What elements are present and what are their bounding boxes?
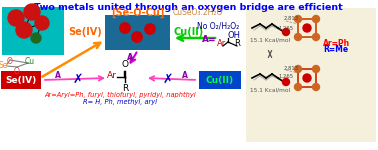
Text: O: O	[14, 67, 20, 76]
Circle shape	[294, 66, 302, 72]
Circle shape	[313, 33, 319, 41]
Circle shape	[313, 15, 319, 22]
Text: R: R	[234, 39, 240, 48]
FancyBboxPatch shape	[105, 15, 170, 50]
Circle shape	[313, 84, 319, 90]
Text: A: A	[127, 52, 133, 62]
Text: A: A	[55, 72, 61, 81]
FancyBboxPatch shape	[1, 71, 41, 89]
Circle shape	[294, 33, 302, 41]
Text: Se(IV): Se(IV)	[68, 27, 102, 37]
Text: 15.1 Kcal/mol: 15.1 Kcal/mol	[250, 88, 290, 93]
Circle shape	[282, 28, 290, 36]
Circle shape	[144, 24, 155, 34]
Text: O: O	[7, 57, 13, 66]
Text: 1.265: 1.265	[279, 26, 294, 30]
Text: R=Me: R=Me	[323, 45, 348, 54]
Text: Cu: Cu	[25, 57, 35, 66]
FancyBboxPatch shape	[2, 7, 64, 55]
Text: 1.265: 1.265	[279, 75, 294, 80]
Text: R= H, Ph, methyl, aryl: R= H, Ph, methyl, aryl	[83, 99, 157, 105]
Text: Cu(II): Cu(II)	[173, 27, 203, 37]
Text: 2.813: 2.813	[284, 66, 299, 70]
Circle shape	[282, 78, 290, 86]
Circle shape	[294, 15, 302, 22]
Text: CuSeO₃.2H₂O: CuSeO₃.2H₂O	[173, 8, 223, 17]
Circle shape	[294, 84, 302, 90]
Text: 15.1 Kcal/mol: 15.1 Kcal/mol	[250, 37, 290, 42]
Text: Ar: Ar	[217, 39, 227, 48]
FancyBboxPatch shape	[105, 15, 170, 50]
Circle shape	[24, 4, 40, 20]
Text: Se(IV): Se(IV)	[5, 75, 37, 84]
FancyBboxPatch shape	[199, 71, 241, 89]
Text: 2.813: 2.813	[284, 15, 299, 21]
Text: A=: A=	[202, 36, 217, 45]
Circle shape	[16, 22, 32, 38]
Circle shape	[313, 66, 319, 72]
FancyBboxPatch shape	[246, 8, 376, 142]
Circle shape	[8, 10, 24, 26]
Text: ✗: ✗	[163, 72, 173, 86]
Text: Ar=Ph: Ar=Ph	[323, 39, 350, 48]
Circle shape	[35, 16, 49, 30]
Text: Ar=Aryl=Ph, furyl, thiofuryl, pyridyl, naphthyl: Ar=Aryl=Ph, furyl, thiofuryl, pyridyl, n…	[44, 92, 196, 98]
Circle shape	[132, 32, 143, 42]
Text: Se: Se	[0, 61, 8, 70]
Text: Ar: Ar	[107, 70, 117, 80]
Text: No O₂/H₂O₂: No O₂/H₂O₂	[197, 21, 239, 30]
Text: Cu(II): Cu(II)	[206, 75, 234, 84]
Circle shape	[303, 74, 311, 82]
Text: R: R	[122, 84, 128, 93]
Text: ✗: ✗	[73, 72, 83, 86]
Text: OH: OH	[228, 32, 241, 40]
Circle shape	[31, 33, 41, 43]
Circle shape	[303, 24, 311, 32]
Circle shape	[119, 22, 130, 33]
Text: A: A	[182, 72, 188, 81]
Text: [Se-O-Cu]: [Se-O-Cu]	[111, 8, 165, 18]
Text: O: O	[121, 60, 129, 69]
Text: Two metals united through an oxygen bridge are efficient: Two metals united through an oxygen brid…	[34, 3, 342, 12]
